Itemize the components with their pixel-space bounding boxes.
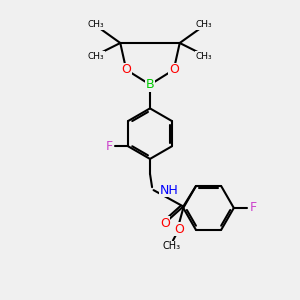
Text: CH₃: CH₃ (163, 241, 181, 251)
Text: F: F (250, 202, 257, 214)
Text: O: O (160, 217, 170, 230)
Text: B: B (146, 78, 154, 91)
Text: CH₃: CH₃ (196, 20, 212, 29)
Text: F: F (106, 140, 113, 153)
Text: O: O (174, 223, 184, 236)
Text: O: O (169, 63, 179, 76)
Text: CH₃: CH₃ (88, 20, 104, 29)
Text: O: O (121, 63, 131, 76)
Text: CH₃: CH₃ (88, 52, 104, 61)
Text: NH: NH (160, 184, 179, 196)
Text: CH₃: CH₃ (196, 52, 212, 61)
